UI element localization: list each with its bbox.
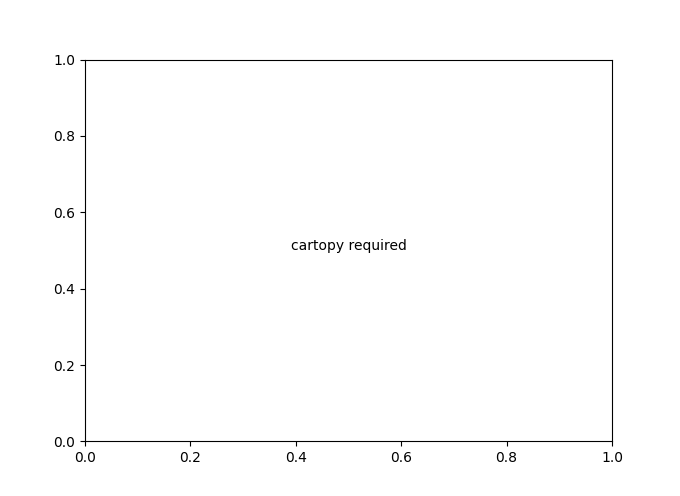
Text: cartopy required: cartopy required xyxy=(290,240,407,253)
